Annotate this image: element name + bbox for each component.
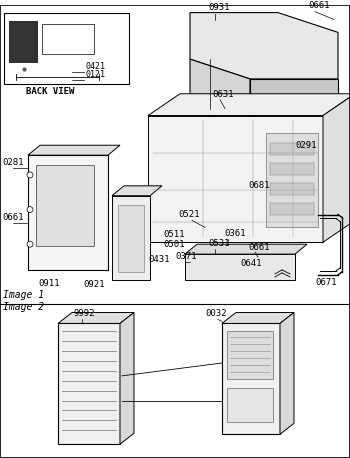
Text: 0671: 0671: [315, 278, 336, 287]
Bar: [270, 143, 314, 155]
Polygon shape: [323, 94, 350, 242]
Text: 0911: 0911: [38, 279, 60, 288]
Text: 0121: 0121: [85, 70, 105, 79]
Bar: [4, 13, 129, 84]
Text: 0661: 0661: [248, 243, 270, 252]
Text: 0511: 0511: [163, 230, 184, 239]
Polygon shape: [112, 186, 162, 196]
Polygon shape: [280, 312, 294, 434]
Text: 0291: 0291: [295, 141, 316, 150]
Text: 0921: 0921: [83, 280, 105, 289]
Polygon shape: [58, 312, 134, 323]
Polygon shape: [250, 79, 338, 128]
Bar: [270, 202, 314, 214]
Bar: [9, 21, 37, 62]
Text: 0661: 0661: [2, 213, 23, 223]
Bar: [118, 205, 144, 272]
Bar: [270, 183, 314, 195]
Text: 0361: 0361: [224, 229, 245, 238]
Bar: [58, 323, 120, 444]
Text: 0631: 0631: [212, 90, 233, 99]
Text: BACK VIEW: BACK VIEW: [26, 87, 74, 96]
Text: 0931: 0931: [208, 3, 230, 11]
Polygon shape: [185, 254, 295, 280]
Text: 0661: 0661: [308, 0, 329, 10]
Text: 0521: 0521: [178, 211, 200, 219]
Text: 0371: 0371: [175, 252, 196, 261]
Circle shape: [27, 172, 33, 178]
Text: 9992: 9992: [73, 310, 94, 318]
Bar: [42, 24, 94, 54]
Bar: [266, 133, 318, 227]
Polygon shape: [148, 94, 350, 115]
Circle shape: [27, 241, 33, 247]
Text: 0681: 0681: [248, 181, 270, 190]
Text: 0531: 0531: [208, 239, 230, 248]
Bar: [227, 388, 273, 422]
Text: 0281: 0281: [2, 158, 23, 167]
Bar: [36, 165, 94, 246]
Bar: [270, 163, 314, 175]
Text: 0032: 0032: [205, 310, 226, 318]
Bar: [227, 331, 273, 379]
Polygon shape: [28, 155, 108, 270]
Polygon shape: [148, 115, 323, 242]
Polygon shape: [190, 59, 250, 128]
Circle shape: [27, 207, 33, 213]
Polygon shape: [185, 244, 307, 254]
Text: Image 1: Image 1: [3, 289, 44, 300]
Text: 0501: 0501: [163, 240, 184, 249]
Text: 0641: 0641: [240, 259, 261, 268]
Polygon shape: [28, 145, 120, 155]
Text: 0431: 0431: [148, 255, 169, 264]
Text: 0421: 0421: [85, 62, 105, 71]
Polygon shape: [190, 13, 338, 79]
Polygon shape: [120, 312, 134, 444]
Polygon shape: [222, 312, 294, 323]
Text: Image 2: Image 2: [3, 301, 44, 311]
Bar: [222, 323, 280, 434]
Polygon shape: [112, 196, 150, 280]
